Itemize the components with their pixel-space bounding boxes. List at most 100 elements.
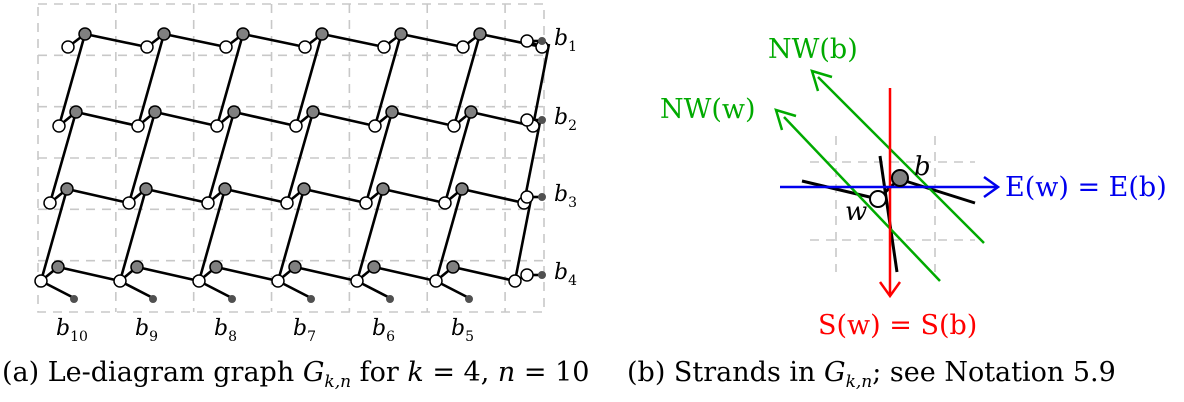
white-vertex: [521, 114, 533, 126]
right-boundary-label: b3: [554, 182, 577, 211]
bottom-boundary-label: b5: [451, 316, 474, 345]
graph-edge: [295, 267, 357, 281]
bottom-boundary-label: b7: [293, 316, 316, 345]
white-vertex: [360, 197, 372, 209]
white-vertex: [132, 120, 144, 132]
graph-edge: [401, 34, 463, 47]
black-vertex: [228, 106, 240, 118]
white-vertex: [439, 197, 451, 209]
graph-edge: [453, 267, 515, 281]
boundary-vertex: [71, 296, 78, 303]
white-vertex: [114, 275, 126, 287]
black-vertex: [61, 183, 73, 195]
caption-b-G-sub: k,n: [846, 372, 873, 392]
graph-edge: [155, 112, 217, 126]
label-w: w: [845, 197, 867, 227]
black-vertex: [447, 261, 459, 273]
black-vertex: [465, 106, 477, 118]
graph-edge: [58, 267, 120, 281]
white-vertex: [448, 120, 460, 132]
white-vertex: [220, 41, 232, 53]
boundary-vertex: [539, 38, 546, 45]
boundary-vertex: [539, 272, 546, 279]
graph-edge: [374, 267, 436, 281]
caption-a-for: for: [351, 357, 407, 388]
white-vertex: [53, 120, 65, 132]
white-vertex: [299, 41, 311, 53]
caption-a-G-sub: k,n: [324, 372, 351, 392]
caption-b-rest: ; see Notation 5.9: [872, 357, 1116, 388]
strands-diagram: NW(b) NW(w) b w E(w) = E(b) S(w) = S(b): [660, 34, 1167, 341]
black-vertex: [377, 183, 389, 195]
black-vertex-b: [892, 170, 908, 186]
boundary-vertex: [466, 296, 473, 303]
white-vertex: [123, 197, 135, 209]
black-vertex: [298, 183, 310, 195]
right-boundary-label: b4: [554, 260, 577, 289]
black-vertex: [52, 261, 64, 273]
boundary-vertex: [387, 296, 394, 303]
white-vertex: [457, 41, 469, 53]
black-vertex: [79, 28, 91, 40]
graph-edge: [164, 34, 226, 47]
black-vertex: [386, 106, 398, 118]
bottom-boundary-label: b8: [214, 316, 237, 345]
boundary-vertex: [308, 296, 315, 303]
white-vertex: [378, 41, 390, 53]
white-vertex: [509, 275, 521, 287]
white-vertex: [44, 197, 56, 209]
boundary-vertex: [539, 117, 546, 124]
caption-a-eq10: = 10: [515, 357, 589, 388]
label-b: b: [914, 152, 931, 182]
label-nw-b: NW(b): [768, 34, 858, 65]
black-vertex: [210, 261, 222, 273]
caption-a-eq4: = 4,: [424, 357, 498, 388]
caption-a: (a) Le-diagram graph Gk,n for k = 4, n =…: [2, 357, 589, 388]
black-vertex: [395, 28, 407, 40]
white-vertex: [202, 197, 214, 209]
caption-b-G: G: [824, 357, 846, 388]
white-vertex: [521, 191, 533, 203]
graph-edge: [216, 267, 278, 281]
graph-edge: [462, 189, 524, 203]
label-nw-w: NW(w): [660, 94, 756, 125]
graph-edge: [322, 34, 384, 47]
white-vertex: [35, 275, 47, 287]
white-vertex: [521, 35, 533, 47]
graph-edge: [67, 189, 129, 203]
label-e: E(w) = E(b): [1005, 172, 1167, 203]
black-vertex: [237, 28, 249, 40]
graph-edge: [234, 112, 296, 126]
white-vertex: [193, 275, 205, 287]
graph-edge: [383, 189, 445, 203]
white-vertex: [369, 120, 381, 132]
caption-a-prefix: (a) Le-diagram graph: [2, 357, 303, 388]
right-boundary-label: b1: [554, 26, 577, 55]
bottom-boundary-label: b10: [56, 316, 88, 345]
black-vertex: [219, 183, 231, 195]
bottom-boundary-label: b9: [135, 316, 158, 345]
black-vertex: [368, 261, 380, 273]
graph-edge: [225, 189, 287, 203]
strand-nw-b: [818, 77, 984, 243]
bottom-boundary-label: b6: [372, 316, 395, 345]
edges-a: [41, 34, 549, 298]
white-vertex: [272, 275, 284, 287]
white-vertex-w: [870, 191, 886, 207]
black-vertex: [70, 106, 82, 118]
white-vertex: [62, 41, 74, 53]
label-s: S(w) = S(b): [818, 310, 977, 341]
graph-edge: [533, 44, 549, 126]
white-vertex: [141, 41, 153, 53]
graph-edge: [392, 112, 454, 126]
black-vertex: [140, 183, 152, 195]
graph-edge: [243, 34, 305, 47]
graph-edge: [304, 189, 366, 203]
caption-a-G: G: [303, 357, 325, 388]
white-vertex: [281, 197, 293, 209]
graph-edge: [146, 189, 208, 203]
graph-edge: [76, 112, 138, 126]
boundary-vertex: [539, 194, 546, 201]
graph-edge: [85, 34, 147, 47]
